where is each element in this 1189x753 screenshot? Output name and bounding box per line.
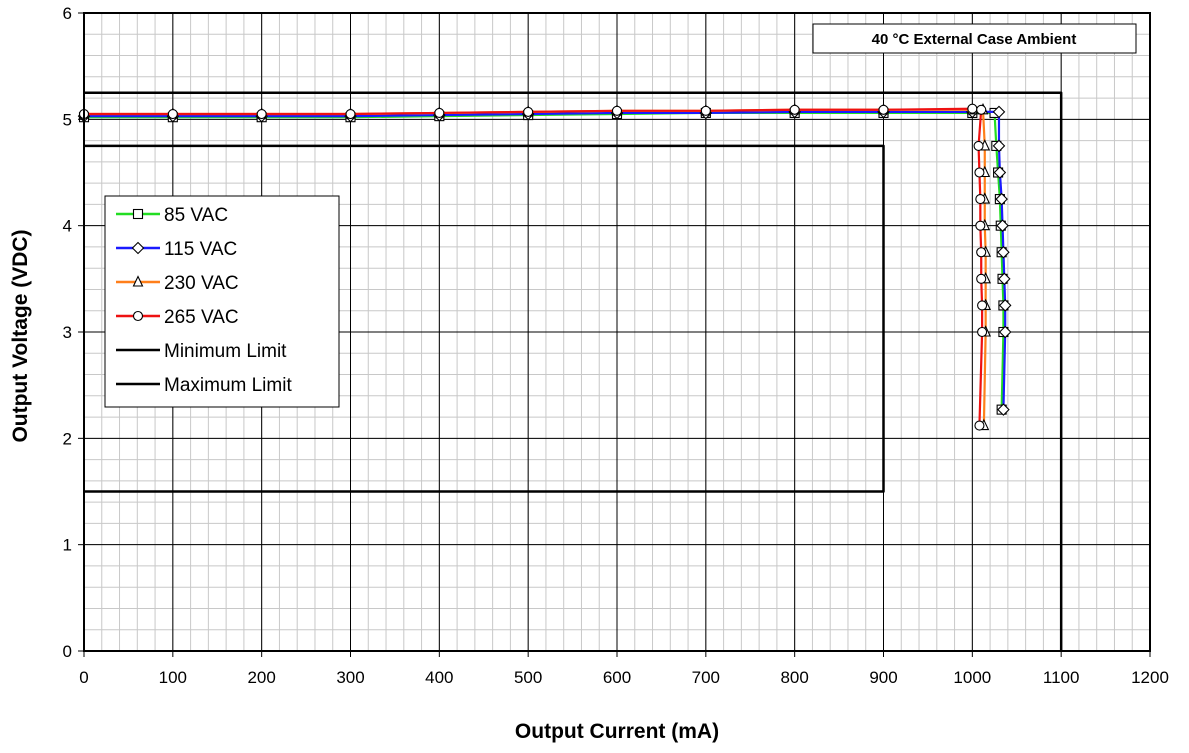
triangle-marker (132, 275, 144, 287)
x-tick-label: 1100 (1043, 668, 1080, 687)
y-tick-label: 1 (63, 536, 72, 555)
circle-marker (700, 105, 711, 116)
circle-marker (976, 273, 987, 284)
circle-marker (976, 104, 987, 115)
legend-item: 230 VAC (116, 273, 239, 294)
y-tick-label: 6 (63, 4, 72, 23)
annotation-box: 40 °C External Case Ambient (812, 23, 1137, 54)
square-marker (132, 208, 144, 220)
x-axis-label: Output Current (mA) (515, 720, 719, 743)
y-tick-label: 3 (63, 323, 72, 342)
circle-marker (167, 108, 178, 120)
diamond-marker (992, 105, 1006, 119)
legend-label: 265 VAC (164, 307, 239, 328)
legend-item: Minimum Limit (116, 341, 287, 362)
circle-marker (132, 310, 144, 322)
x-tick-label: 300 (336, 668, 364, 687)
legend: 85 VAC 115 VAC 230 VAC 265 VAC Minimum Limit… (104, 195, 340, 408)
tick-labels: 0 100 200 300 400 500 600 700 800 900 1000 1100 1200… (63, 4, 1169, 687)
circle-marker (973, 140, 984, 151)
diamond-marker (998, 299, 1012, 312)
x-tick-label: 1000 (953, 668, 991, 687)
legend-label: 115 VAC (164, 239, 237, 260)
circle-marker (523, 106, 534, 117)
diamond-marker (998, 272, 1011, 286)
circle-marker (345, 108, 356, 120)
legend-item: 115 VAC (116, 239, 237, 260)
diamond-marker (997, 245, 1010, 259)
annotation-text: 40 °C External Case Ambient (872, 31, 1077, 48)
legend-box (104, 195, 340, 408)
series-265-vac (78, 103, 988, 431)
series-line (84, 144, 885, 493)
series-maximum-limit (84, 91, 1063, 651)
x-tick-label: 100 (159, 668, 187, 687)
series-layer (77, 91, 1063, 651)
circle-marker (789, 104, 800, 115)
x-tick-label: 1200 (1131, 668, 1169, 687)
x-tick-label: 600 (603, 668, 631, 687)
legend-label: Minimum Limit (164, 341, 287, 362)
circle-marker (975, 194, 986, 205)
x-tick-label: 500 (514, 668, 542, 687)
x-tick-label: 0 (79, 668, 88, 687)
legend-label: Maximum Limit (164, 375, 292, 396)
y-tick-label: 5 (63, 110, 72, 129)
x-tick-label: 900 (869, 668, 897, 687)
y-tick-label: 2 (63, 429, 72, 448)
x-tick-label: 400 (425, 668, 453, 687)
diamond-marker (131, 241, 145, 255)
y-axis-label: Output Voltage (VDC) (9, 229, 32, 442)
legend-item: 85 VAC (116, 205, 228, 226)
circle-marker (977, 326, 988, 338)
circle-marker (974, 167, 985, 178)
diamond-marker (996, 219, 1009, 232)
series-line (84, 91, 1063, 651)
x-tick-label: 200 (247, 668, 275, 687)
circle-marker (967, 103, 978, 114)
legend-label: 230 VAC (164, 273, 239, 294)
circle-marker (434, 107, 445, 119)
legend-label: 85 VAC (164, 205, 228, 226)
circle-marker (976, 247, 987, 258)
diamond-marker (998, 325, 1012, 339)
diamond-marker (997, 403, 1010, 416)
circle-marker (977, 300, 988, 311)
y-tick-label: 0 (63, 642, 72, 661)
diamond-marker (993, 166, 1007, 179)
circle-marker (975, 220, 986, 231)
y-tick-label: 4 (63, 217, 72, 236)
circle-marker (878, 104, 889, 115)
circle-marker (974, 420, 985, 431)
series-minimum-limit (84, 144, 885, 493)
diamond-marker (995, 192, 1008, 206)
x-tick-label: 800 (780, 668, 808, 687)
legend-item: Maximum Limit (116, 375, 292, 396)
diamond-marker (992, 139, 1006, 153)
circle-marker (611, 105, 623, 116)
circle-marker (256, 108, 267, 120)
x-tick-label: 700 (692, 668, 720, 687)
legend-item: 265 VAC (116, 307, 239, 328)
